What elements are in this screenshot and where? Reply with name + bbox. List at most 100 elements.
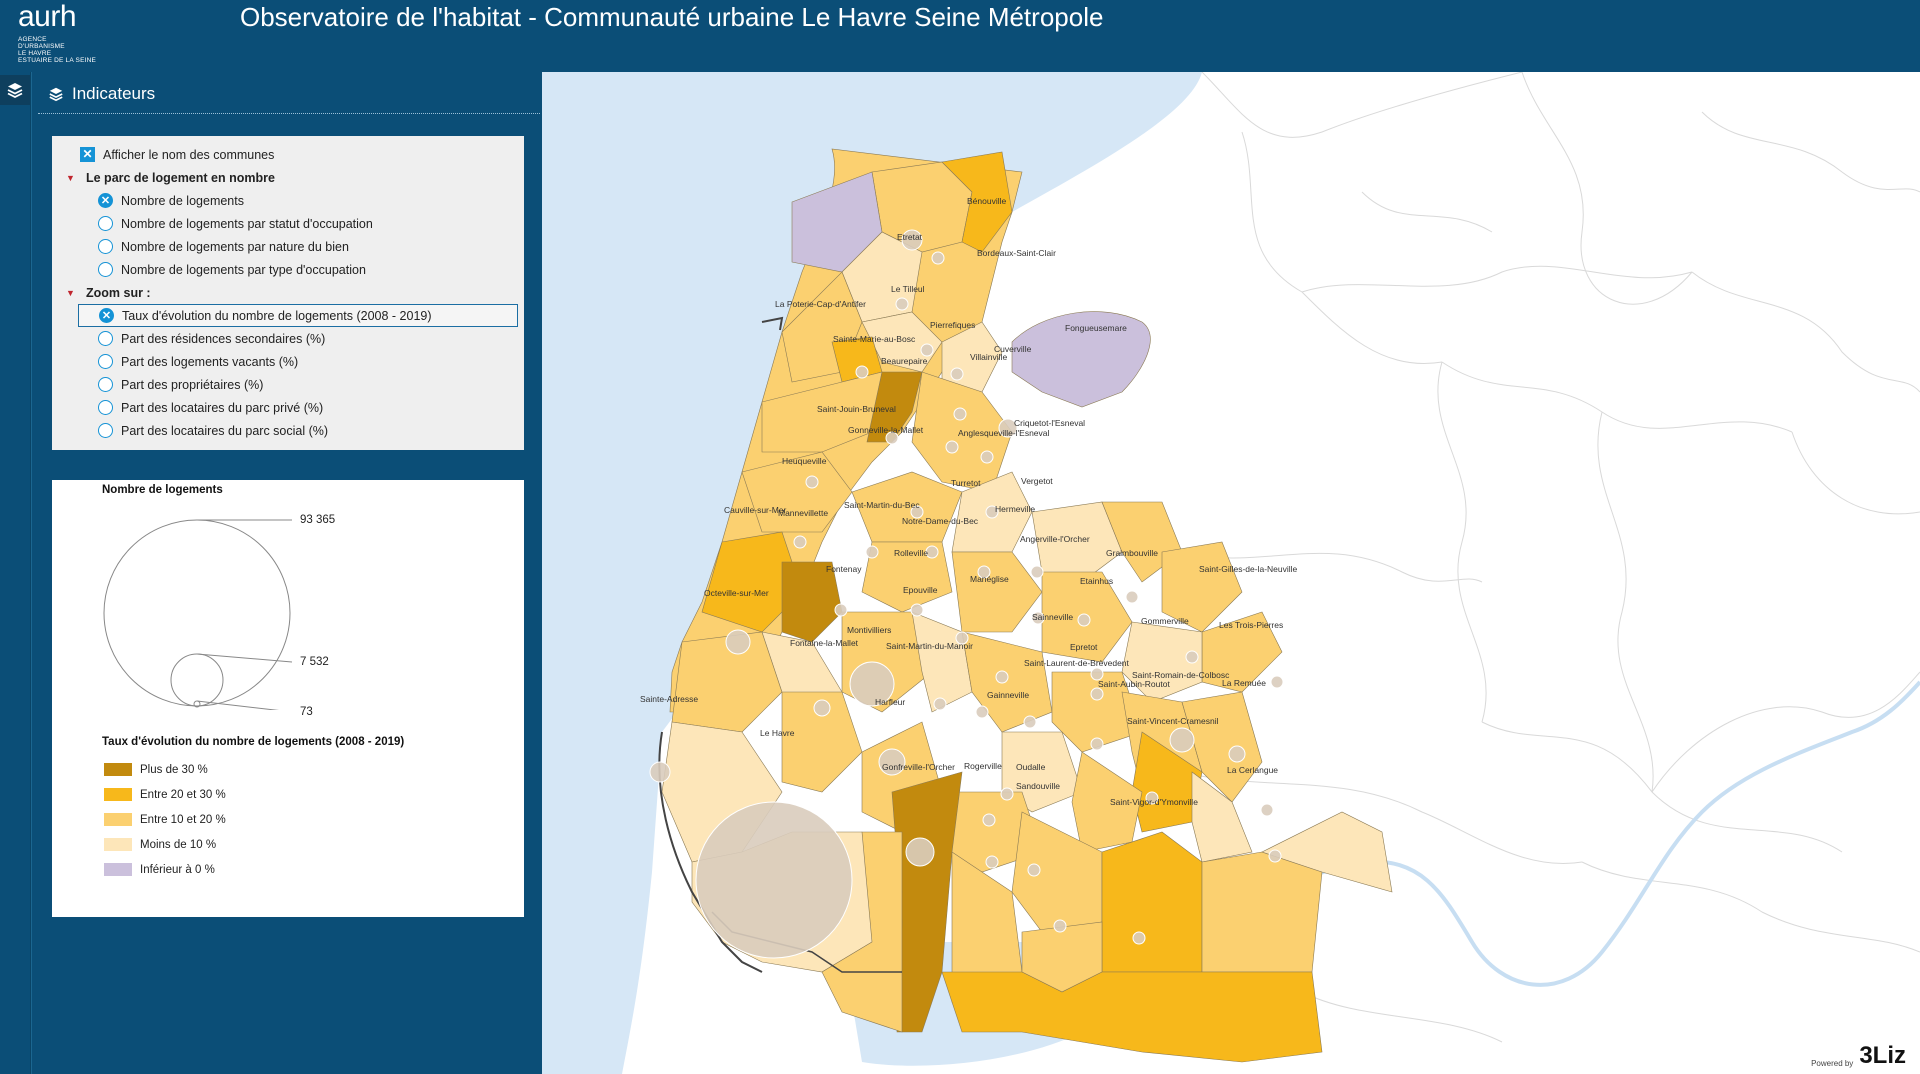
circle-village	[953, 407, 967, 421]
page-title: Observatoire de l'habitat - Communauté u…	[240, 2, 1104, 32]
radio-taux-evolution[interactable]: ✕ Taux d'évolution du nombre de logement…	[78, 304, 518, 327]
commune-label: Mannevillette	[778, 508, 828, 518]
group-parc-logement[interactable]: ▼ Le parc de logement en nombre	[66, 166, 275, 189]
map-svg[interactable]: Bénouville Etretat Bordeaux-Saint-Clair …	[542, 72, 1920, 1074]
option-label: Nombre de logements par nature du bien	[121, 239, 349, 254]
circle-village	[955, 631, 969, 645]
circle-village	[1090, 687, 1104, 701]
circle-village	[855, 365, 869, 379]
commune-label: Rogerville	[964, 761, 1002, 771]
commune-label: Octeville-sur-Mer	[704, 588, 769, 598]
radio-logements-vacants[interactable]: Part des logements vacants (%)	[98, 350, 298, 373]
legend-class-label: Entre 10 et 20 %	[140, 813, 226, 826]
commune-zone	[951, 551, 1043, 633]
commune-label: Notre-Dame-du-Bec	[902, 516, 979, 526]
circle-village	[1090, 737, 1104, 751]
legend-value-max: 93 365	[300, 514, 336, 526]
caret-down-icon[interactable]: ▼	[66, 172, 75, 183]
caret-down-icon[interactable]: ▼	[66, 287, 75, 298]
radio-icon[interactable]	[98, 331, 113, 346]
commune-label: Heuqueville	[782, 456, 827, 466]
commune-label: Saint-Aubin-Routot	[1098, 679, 1170, 689]
commune-zone	[866, 371, 923, 443]
commune-zone	[741, 451, 853, 533]
show-names-option[interactable]: ✕ Afficher le nom des communes	[80, 143, 274, 166]
layers-toggle-button[interactable]	[0, 75, 30, 105]
legend-swatch	[104, 788, 132, 801]
legend-value-mid: 7 532	[300, 656, 329, 668]
commune-label: Saint-Vincent-Cramesnil	[1127, 716, 1219, 726]
option-label: Part des locataires du parc privé (%)	[121, 400, 324, 415]
legend-class-label: Inférieur à 0 %	[140, 863, 215, 876]
commune-label: Harfleur	[875, 697, 905, 707]
circle-village	[895, 297, 909, 311]
radio-icon[interactable]	[98, 262, 113, 277]
circle-village	[985, 505, 999, 519]
circle-village	[985, 855, 999, 869]
map-legend: Nombre de logements 93 365 7 532 73 Taux…	[52, 480, 524, 917]
radio-icon[interactable]	[98, 354, 113, 369]
legend-color-title: Taux d'évolution du nombre de logements …	[102, 736, 405, 748]
commune-zone	[1181, 691, 1263, 803]
radio-statut-occupation[interactable]: Nombre de logements par statut d'occupat…	[98, 212, 373, 235]
radio-type-occupation[interactable]: Nombre de logements par type d'occupatio…	[98, 258, 366, 281]
group-zoom-sur[interactable]: ▼ Zoom sur :	[66, 281, 151, 304]
commune-label: Epouville	[903, 585, 938, 595]
commune-label: Gommerville	[1141, 616, 1189, 626]
commune-label: Gonneville-la-Mallet	[848, 425, 924, 435]
radio-nature-bien[interactable]: Nombre de logements par nature du bien	[98, 235, 349, 258]
sea-area	[542, 72, 1202, 1074]
panel-header: Indicateurs	[48, 84, 155, 104]
powered-by-text: Powered by	[1811, 1059, 1854, 1068]
panel-divider	[38, 113, 540, 114]
radio-selected-icon[interactable]: ✕	[99, 308, 114, 323]
commune-label: Le Havre	[760, 728, 795, 738]
3liz-logo: 3Liz	[1859, 1042, 1906, 1069]
radio-icon[interactable]	[98, 377, 113, 392]
circle-village	[933, 697, 947, 711]
radio-icon[interactable]	[98, 216, 113, 231]
commune-label: Anglesqueville-l'Esneval	[958, 428, 1050, 438]
circle-village	[1090, 667, 1104, 681]
checkbox-checked-icon[interactable]: ✕	[80, 147, 95, 162]
group-label: Le parc de logement en nombre	[86, 170, 275, 185]
commune-zone	[781, 561, 843, 643]
commune-label: Saint-Gilles-de-la-Neuville	[1199, 564, 1298, 574]
legend-class: Moins de 10 %	[104, 838, 216, 851]
app-header: aurh AGENCE D'URBANISME LE HAVRE ESTUAIR…	[0, 0, 1920, 72]
logo-sub-line: LE HAVRE	[18, 50, 52, 57]
circle-village	[1268, 849, 1282, 863]
commune-boundaries	[1101, 72, 1920, 1043]
commune-label: Sainte-Adresse	[640, 694, 698, 704]
radio-nombre-logements[interactable]: ✕ Nombre de logements	[98, 189, 244, 212]
radio-locataires-social[interactable]: Part des locataires du parc social (%)	[98, 419, 328, 442]
circle-village	[1077, 613, 1091, 627]
commune-zone	[1071, 751, 1143, 853]
legend-class-label: Entre 20 et 30 %	[140, 788, 226, 801]
circle-octeville	[725, 629, 751, 655]
commune-label: Gainneville	[987, 690, 1029, 700]
commune-zone	[821, 831, 903, 1033]
option-label: Taux d'évolution du nombre de logements …	[122, 308, 432, 323]
logo-sub-line: D'URBANISME	[18, 43, 65, 50]
radio-icon[interactable]	[98, 400, 113, 415]
powered-by-credit[interactable]: Powered by 3Liz	[1811, 1042, 1906, 1069]
option-label: Nombre de logements par type d'occupatio…	[121, 262, 366, 277]
commune-label: Saint-Martin-du-Bec	[844, 500, 920, 510]
commune-label: Bordeaux-Saint-Clair	[977, 248, 1056, 258]
commune-label: Fontenay	[826, 564, 862, 574]
option-label: Nombre de logements	[121, 193, 244, 208]
radio-locataires-prive[interactable]: Part des locataires du parc privé (%)	[98, 396, 323, 419]
circle-village	[1260, 803, 1274, 817]
commune-label: La Poterie-Cap-d'Antifer	[775, 299, 866, 309]
commune-zone	[1161, 541, 1243, 633]
radio-residences-secondaires[interactable]: Part des résidences secondaires (%)	[98, 327, 325, 350]
circle-village	[910, 603, 924, 617]
map-canvas[interactable]: Bénouville Etretat Bordeaux-Saint-Clair …	[542, 72, 1920, 1074]
radio-proprietaires[interactable]: Part des propriétaires (%)	[98, 373, 263, 396]
radio-icon[interactable]	[98, 239, 113, 254]
logo-sub-line: AGENCE	[18, 36, 47, 43]
radio-selected-icon[interactable]: ✕	[98, 193, 113, 208]
radio-icon[interactable]	[98, 423, 113, 438]
legend-circle-large	[103, 519, 291, 707]
